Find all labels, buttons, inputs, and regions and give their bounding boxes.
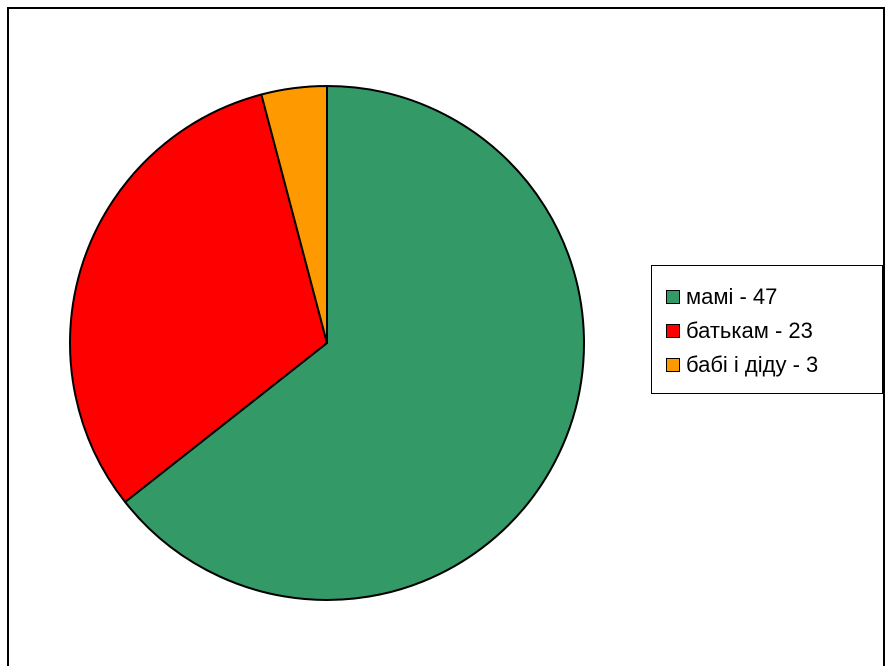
legend-swatch-parents — [666, 324, 680, 338]
legend-item-mother: мамі - 47 — [666, 280, 882, 314]
legend: мамі - 47 батькам - 23 бабі і діду - 3 — [651, 265, 883, 394]
legend-swatch-mother — [666, 290, 680, 304]
legend-label-mother: мамі - 47 — [686, 284, 778, 309]
pie-slice-grandparents — [260, 85, 328, 344]
legend-label-parents: батькам - 23 — [686, 318, 813, 343]
legend-item-grandparents: бабі і діду - 3 — [666, 348, 882, 382]
pie-slice-parents — [69, 93, 328, 503]
legend-item-parents: батькам - 23 — [666, 314, 882, 348]
legend-label-grandparents: бабі і діду - 3 — [686, 352, 819, 377]
pie-slice-mother — [124, 85, 585, 601]
legend-swatch-grandparents — [666, 358, 680, 372]
